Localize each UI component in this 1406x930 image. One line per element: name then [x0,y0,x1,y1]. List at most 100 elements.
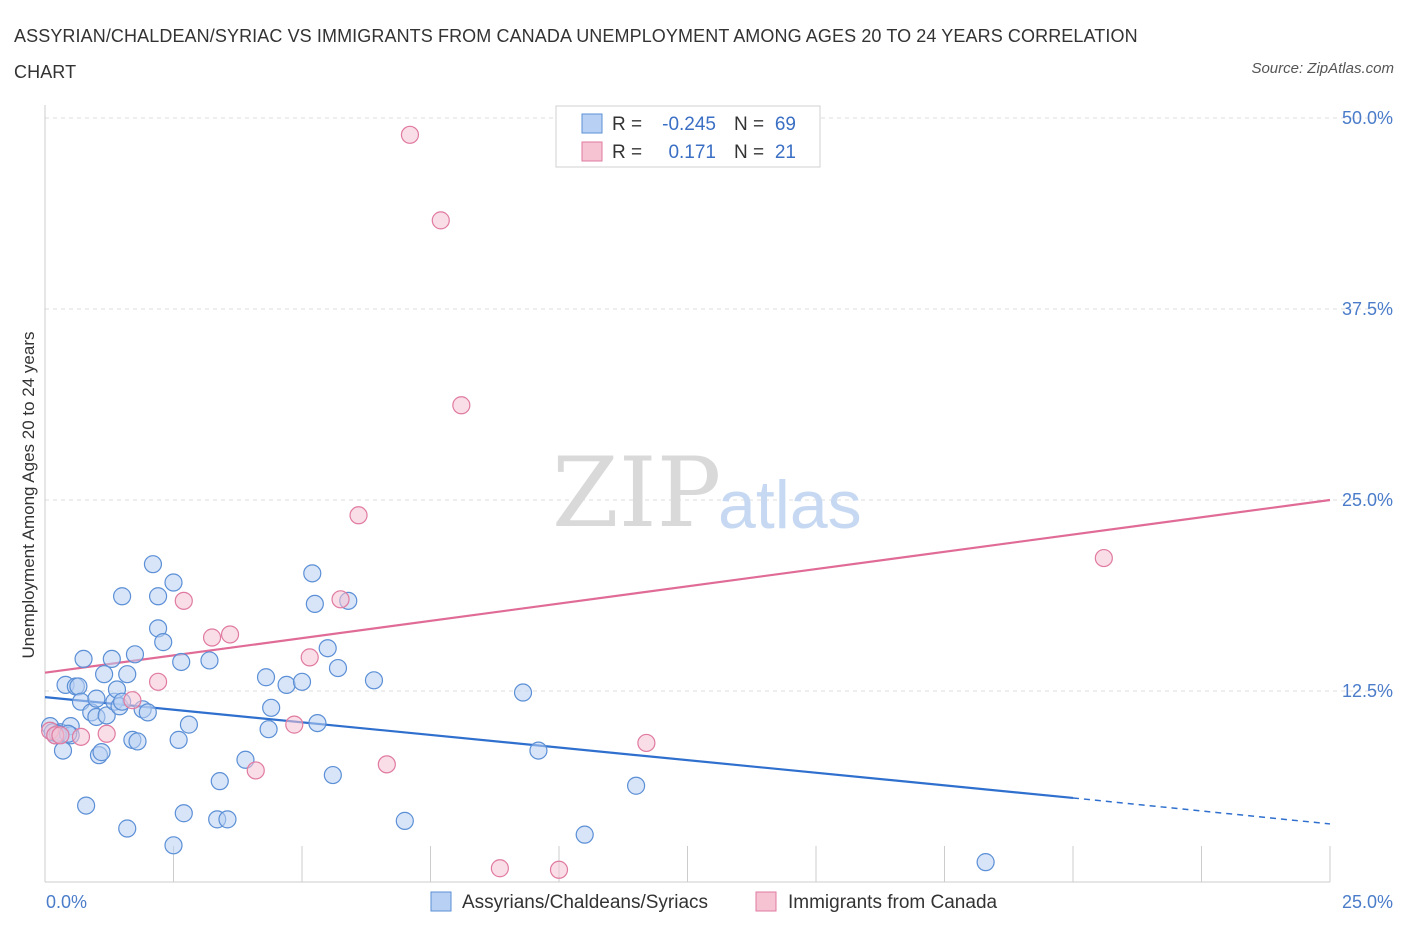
canada-point-10 [246,761,265,780]
legend-n-value-1: 69 [775,114,796,135]
canada-point-4 [97,724,116,743]
bottom-legend-swatch-pink [755,891,777,912]
data-points [41,125,1113,879]
assyrian-point-54 [308,713,327,733]
legend-r-value-2: 0.171 [668,142,716,163]
assyrian-point-28 [125,645,145,664]
assyrian-point-55 [318,639,337,658]
assyrian-point-23 [112,587,132,606]
canada-point-7 [174,591,193,610]
assyrian-point-10 [74,649,93,669]
assyrian-point-35 [154,633,173,652]
assyrian-point-38 [169,730,188,749]
y-tick-label-1: 25.0% [1342,490,1393,510]
watermark-atlas: atlas [718,467,862,543]
assyrian-point-3 [53,741,73,760]
canada-point-6 [148,672,168,691]
assyrian-point-11 [77,796,96,815]
assyrian-point-39 [172,652,191,672]
assyrian-point-31 [138,703,157,722]
grid [45,117,1390,692]
assyrian-point-16 [92,743,111,762]
axes [44,105,1331,883]
assyrian-point-47 [256,668,276,687]
canada-point-3 [71,727,91,746]
assyrian-point-44 [210,772,229,791]
legend-r-value-1: -0.245 [662,114,716,135]
assyrian-point-61 [513,683,533,702]
legend-r-label-1: R = [612,114,642,135]
y-tick-label-3: 50.0% [1342,108,1393,128]
assyrian-point-42 [200,651,219,670]
assyrian-point-59 [364,671,384,690]
canada-point-8 [202,628,222,647]
assyrian-point-32 [143,555,163,574]
y-tick-label-2: 37.5% [1342,299,1393,319]
legend-n-label-2: N = [734,142,764,163]
y-tick-label-0: 12.5% [1342,681,1393,701]
assyrian-point-60 [395,811,414,830]
canada-point-5 [123,691,142,710]
assyrian-point-56 [323,765,342,785]
canada-point-15 [377,755,396,774]
assyrian-point-13 [87,689,106,708]
assyrian-point-36 [164,573,183,592]
correlation-legend: R = -0.245 N = 69 R = 0.171 N = 21 [555,105,821,168]
assyrian-point-26 [118,819,137,838]
assyrian-point-8 [69,677,88,696]
legend-r-label-2: R = [612,142,642,163]
assyrian-point-52 [303,564,322,583]
canada-point-16 [400,125,420,144]
assyrian-point-29 [128,732,147,751]
series-legend: Assyrians/Chaldeans/Syriacs Immigrants f… [430,891,998,913]
canada-point-19 [490,859,509,878]
assyrian-point-64 [626,776,646,795]
assyrian-point-34 [148,587,168,606]
canada-point-14 [349,506,368,525]
trend-lines [44,498,1331,825]
bottom-legend-label-2: Immigrants from Canada [788,892,998,913]
assyrian-point-48 [259,720,278,739]
assyrian-point-51 [292,672,312,691]
canada-point-20 [549,860,569,879]
assyrian-point-57 [328,658,348,678]
canada-point-22 [1094,548,1113,568]
canada-trend-line [44,498,1331,674]
watermark-zip: ZIP [552,437,721,549]
canada-point-9 [220,625,240,644]
canada-point-21 [637,733,656,753]
assyrian-point-37 [164,836,183,855]
assyrian-point-62 [529,741,548,760]
assyrian-point-18 [97,706,116,725]
canada-point-12 [300,648,319,667]
assyrian-point-65 [976,853,995,872]
assyrian-point-17 [95,665,114,684]
legend-n-value-2: 21 [775,142,796,163]
canada-point-11 [285,715,304,734]
legend-n-label-1: N = [734,114,764,135]
canada-point-13 [331,590,350,609]
canada-point-17 [431,211,450,230]
canada-point-2 [51,726,70,745]
bottom-legend-swatch-blue [430,891,452,912]
assyrian-point-45 [218,810,237,829]
x-tick-label-1: 25.0% [1342,892,1393,912]
source-label: Source: ZipAtlas.com [1251,60,1394,77]
canada-point-18 [452,396,471,415]
assyrian-trend-extension [1072,797,1331,825]
legend-swatch-blue [581,113,603,134]
assyrian-point-19 [102,649,121,669]
assyrian-trend-line [44,696,1074,800]
assyrian-point-49 [262,698,281,717]
legend-swatch-pink [581,141,603,162]
bottom-legend-label-1: Assyrians/Chaldeans/Syriacs [462,892,708,913]
assyrian-point-40 [174,804,193,823]
assyrian-point-63 [575,825,594,844]
assyrian-point-50 [277,675,296,694]
tick-labels: 12.5% 25.0% 37.5% 50.0% 0.0% 25.0% [46,108,1393,912]
y-axis-title: Unemployment Among Ages 20 to 24 years [19,332,38,659]
assyrian-point-53 [305,594,324,614]
x-tick-label-0: 0.0% [46,892,87,912]
assyrian-point-25 [118,665,137,684]
